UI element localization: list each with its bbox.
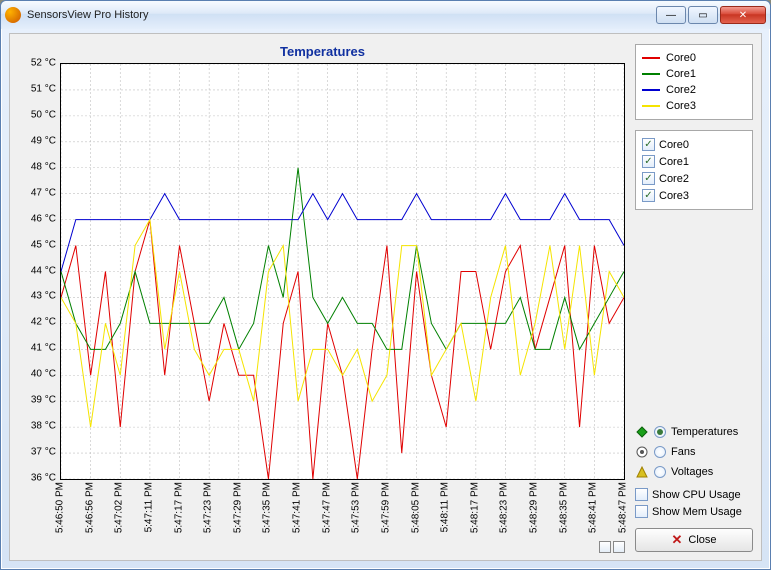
visibility-panel: ✓ Core0 ✓ Core1 ✓ Core2 ✓ Core3 <box>635 130 753 210</box>
checkbox-label: Show CPU Usage <box>652 489 741 501</box>
radio-button[interactable] <box>654 426 666 438</box>
visibility-check-row[interactable]: ✓ Core2 <box>642 170 746 187</box>
visibility-check-row[interactable]: ✓ Core0 <box>642 136 746 153</box>
option-check-row[interactable]: Show Mem Usage <box>635 503 753 520</box>
radio-label: Temperatures <box>671 426 738 438</box>
close-button[interactable]: ✕ Close <box>635 528 753 552</box>
legend-swatch <box>642 89 660 91</box>
legend-item: Core2 <box>642 82 746 98</box>
diamond-icon <box>635 425 649 439</box>
minimize-button[interactable]: — <box>656 6 686 24</box>
close-button-label: Close <box>688 534 716 546</box>
titlebar[interactable]: SensorsView Pro History — ▭ ✕ <box>1 1 770 29</box>
radio-label: Fans <box>671 446 695 458</box>
window-close-button[interactable]: ✕ <box>720 6 766 24</box>
x-axis: 5:46:50 PM5:46:56 PM5:47:02 PM5:47:11 PM… <box>60 480 625 554</box>
checkbox[interactable]: ✓ <box>642 189 655 202</box>
checkbox[interactable] <box>635 488 648 501</box>
checkbox-label: Core3 <box>659 190 689 202</box>
maximize-button[interactable]: ▭ <box>688 6 718 24</box>
checkbox[interactable] <box>635 505 648 518</box>
y-axis: 36 °C37 °C38 °C39 °C40 °C41 °C42 °C43 °C… <box>20 63 60 480</box>
visibility-check-row[interactable]: ✓ Core1 <box>642 153 746 170</box>
checkbox-label: Core2 <box>659 173 689 185</box>
legend-item: Core0 <box>642 50 746 66</box>
view-mode-radios: Temperatures Fans Voltages <box>635 422 753 482</box>
close-icon: ✕ <box>671 532 682 548</box>
checkbox[interactable]: ✓ <box>642 138 655 151</box>
radio-label: Voltages <box>671 466 713 478</box>
legend-item: Core1 <box>642 66 746 82</box>
legend-panel: Core0 Core1 Core2 Core3 <box>635 44 753 120</box>
chart-title: Temperatures <box>20 44 625 59</box>
legend-swatch <box>642 73 660 75</box>
legend-label: Core2 <box>666 84 696 96</box>
side-panel: Core0Core1Core2Core3 ✓Core0✓Core1✓Core2✓… <box>631 34 761 560</box>
client-area: Temperatures 36 °C37 °C38 °C39 °C40 °C41… <box>9 33 762 561</box>
radio-button[interactable] <box>654 466 666 478</box>
chart-plot <box>60 63 625 480</box>
checkbox-label: Show Mem Usage <box>652 506 742 518</box>
legend-swatch <box>642 57 660 59</box>
radio-button[interactable] <box>654 446 666 458</box>
view-radio-row[interactable]: Fans <box>635 442 753 462</box>
checkbox[interactable]: ✓ <box>642 172 655 185</box>
legend-swatch <box>642 105 660 107</box>
legend-label: Core1 <box>666 68 696 80</box>
circle-icon <box>635 445 649 459</box>
view-radio-row[interactable]: Voltages <box>635 462 753 482</box>
extra-options: Show CPU Usage Show Mem Usage <box>635 486 753 520</box>
visibility-check-row[interactable]: ✓ Core3 <box>642 187 746 204</box>
checkbox-label: Core0 <box>659 139 689 151</box>
option-check-row[interactable]: Show CPU Usage <box>635 486 753 503</box>
view-radio-row[interactable]: Temperatures <box>635 422 753 442</box>
legend-item: Core3 <box>642 98 746 114</box>
triangle-icon <box>635 465 649 479</box>
legend-label: Core3 <box>666 100 696 112</box>
checkbox[interactable]: ✓ <box>642 155 655 168</box>
resize-grips[interactable] <box>597 541 625 556</box>
window-title: SensorsView Pro History <box>27 9 148 21</box>
checkbox-label: Core1 <box>659 156 689 168</box>
app-icon <box>5 7 21 23</box>
chart-area: Temperatures 36 °C37 °C38 °C39 °C40 °C41… <box>10 34 631 560</box>
legend-label: Core0 <box>666 52 696 64</box>
app-window: SensorsView Pro History — ▭ ✕ Temperatur… <box>0 0 771 570</box>
